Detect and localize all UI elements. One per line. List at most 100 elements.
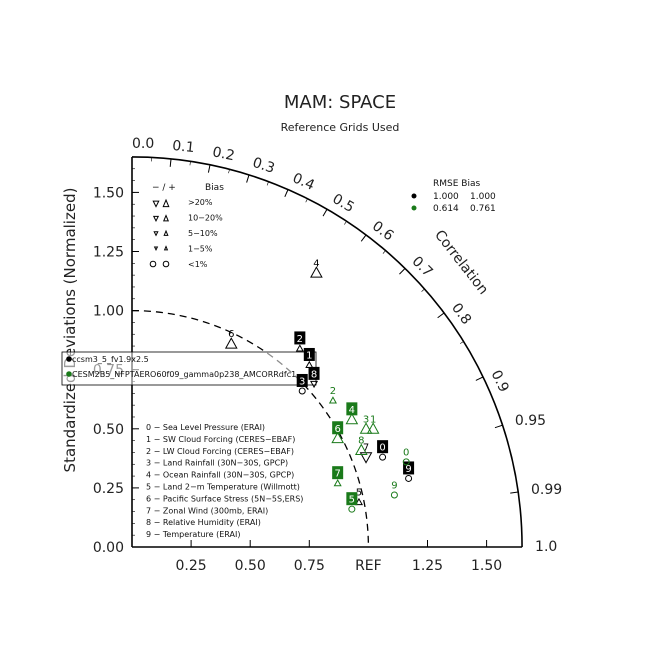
corr-tick-label: 0.0: [132, 136, 154, 152]
corr-tick-label: 0.99: [531, 482, 562, 498]
bias-legend-row: 1−5%: [153, 245, 213, 254]
bias-legend-label: 1−5%: [188, 245, 213, 254]
bias-legend-label: <1%: [188, 260, 208, 269]
bias-legend-label: 10−20%: [188, 214, 223, 223]
variable-list-item: 5 − Land 2−m Temperature (Willmott): [146, 483, 300, 492]
variable-list-item: 9 − Temperature (ERAI): [146, 530, 240, 539]
point-marker: [379, 453, 387, 461]
x-tick-label: 0.25: [176, 558, 207, 574]
point-marker: [402, 458, 410, 466]
variable-list-item: 2 − LW Cloud Forcing (CERES−EBAF): [146, 447, 294, 456]
data-point: 0: [402, 447, 410, 466]
case-legend-dot: [66, 371, 72, 377]
point-marker: [298, 387, 306, 395]
corr-minor-tick: [459, 341, 464, 344]
variable-list-item: 4 − Ocean Rainfall (30N−30S, GPCP): [146, 471, 294, 480]
rmse-legend-bias: 1.000: [470, 192, 496, 202]
corr-minor-tick: [498, 424, 503, 427]
corr-minor-tick: [247, 174, 250, 179]
point-label: 7: [363, 443, 369, 454]
point-label: 7: [334, 469, 340, 480]
y-tick-label: 0.25: [93, 481, 124, 497]
point-label-box: [308, 366, 320, 380]
corr-minor-tick: [421, 288, 425, 292]
point-label-box: [346, 402, 358, 416]
point-marker: [405, 474, 413, 482]
bias-minus-marker: [149, 260, 157, 268]
point-label-box: [294, 331, 306, 345]
data-point: 2: [294, 331, 306, 352]
point-marker: [331, 431, 345, 444]
point-label: 1: [306, 350, 312, 361]
corr-tick-label: 0.95: [515, 413, 546, 429]
point-label: 3: [299, 376, 305, 387]
data-point: 0: [377, 440, 389, 461]
x-tick-label: 0.75: [294, 558, 325, 574]
bias-plus-marker: [163, 214, 169, 222]
point-label-box: [377, 440, 389, 454]
bias-legend-row: <1%: [149, 260, 208, 269]
point-label-box: [332, 421, 344, 435]
y-tick-label: 1.50: [93, 185, 124, 201]
point-label-box: [332, 466, 344, 480]
point-label-box: [296, 373, 308, 387]
point-marker: [366, 422, 380, 434]
data-point: 9: [390, 480, 398, 499]
point-label: 4: [313, 258, 319, 269]
point-label: 5: [349, 495, 355, 506]
rmse-legend-row: 1.000 1.000: [411, 192, 496, 202]
point-marker: [224, 337, 238, 349]
case-legend-label: CESM2B5_NFPTAERO60f09_gamma0p238_AMCORRd…: [72, 370, 296, 379]
data-point: 1: [366, 414, 380, 434]
variable-list-item: 6 − Pacific Surface Stress (5N−5S,ERS): [146, 494, 303, 503]
point-label-box: [303, 347, 315, 361]
point-label: 2: [330, 386, 336, 397]
point-marker: [359, 422, 373, 434]
y-tick-label: 0.50: [93, 422, 124, 438]
corr-minor-tick: [382, 250, 386, 254]
data-point: 4: [345, 402, 359, 425]
point-label-box: [403, 461, 415, 475]
data-point: 6: [331, 421, 345, 444]
rmse-legend-header: RMSE Bias: [433, 179, 480, 189]
point-marker: [354, 443, 368, 455]
data-point: 2: [328, 386, 337, 404]
point-marker: [345, 412, 359, 425]
point-label: 9: [391, 480, 397, 491]
bias-minus-marker: [153, 231, 159, 237]
data-point: 5: [346, 492, 358, 513]
x-tick-label: 0.50: [235, 558, 266, 574]
data-point: 8: [354, 436, 368, 455]
ref-label: REF: [355, 558, 382, 574]
corr-minor-tick: [344, 221, 347, 225]
point-label: 6: [334, 424, 340, 435]
rmse-legend-row: 0.614 0.761: [411, 204, 496, 214]
legend-layer: − / + Bias >20% 10−20% 5−10% 1−5% <1% RMSE Bias…: [61, 179, 496, 539]
bias-legend-row: 10−20%: [152, 214, 223, 223]
point-label: 4: [349, 405, 355, 416]
point-label: 0: [403, 447, 409, 458]
corr-tick-label: 0.3: [251, 155, 277, 177]
corr-tick-label: 0.1: [172, 138, 196, 156]
variable-list-item: 0 − Sea Level Pressure (ERAI): [146, 423, 265, 432]
point-label: 8: [358, 436, 364, 447]
rmse-legend-rmse: 1.000: [433, 192, 459, 202]
corr-minor-tick: [324, 209, 328, 213]
bias-legend-label: 5−10%: [188, 229, 218, 238]
data-point: 4: [310, 258, 323, 278]
variable-list-item: 1 − SW Cloud Forcing (CERES−EBAF): [146, 435, 295, 444]
outer-arc: [131, 156, 523, 548]
point-marker: [348, 505, 356, 513]
point-label: 1: [370, 414, 376, 425]
point-marker: [328, 396, 337, 404]
case-legend-dot: [66, 356, 72, 362]
case-legend: ccsm3_5_fv1.9x2.5 CESM2B5_NFPTAERO60f09_g…: [61, 351, 317, 386]
rmse-legend-dot: [411, 205, 417, 211]
variable-list-item: 7 − Zonal Wind (300mb, ERAI): [146, 506, 268, 515]
bias-legend-label: >20%: [188, 198, 213, 207]
corr-minor-tick: [363, 234, 367, 239]
rmse-legend-rmse: 0.614: [433, 204, 459, 214]
point-label: 9: [405, 464, 411, 475]
